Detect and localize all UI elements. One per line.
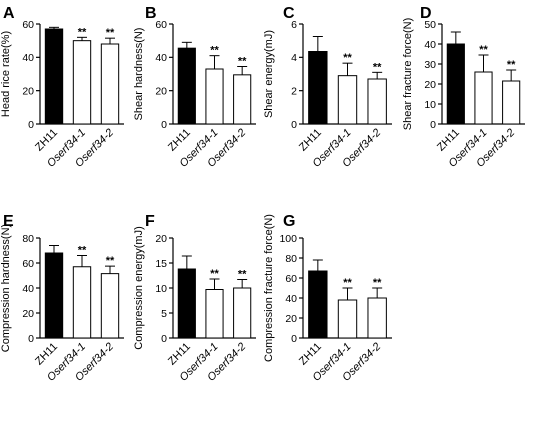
panel-letter: F bbox=[145, 213, 155, 230]
category-label: ZH11 bbox=[297, 341, 324, 368]
y-tick-label: 50 bbox=[424, 19, 436, 31]
y-tick-label: 0 bbox=[291, 333, 297, 345]
bar-2 bbox=[72, 266, 92, 339]
significance-marker: ** bbox=[343, 52, 352, 64]
panel-letter: E bbox=[3, 213, 14, 230]
bar-2 bbox=[337, 75, 358, 125]
y-tick-label: 5 bbox=[161, 308, 167, 320]
y-tick-label: 0 bbox=[161, 119, 167, 131]
panel-letter: A bbox=[3, 5, 15, 22]
y-tick-label: 20 bbox=[22, 308, 34, 320]
y-axis-label: Head rice rate(%) bbox=[0, 31, 12, 117]
panel-letter: C bbox=[283, 5, 295, 22]
panel-letter: B bbox=[145, 5, 157, 22]
bar-3 bbox=[233, 287, 252, 339]
y-tick-label: 80 bbox=[22, 233, 34, 245]
significance-marker: ** bbox=[210, 45, 219, 57]
significance-marker: ** bbox=[238, 56, 247, 68]
bar-2 bbox=[72, 40, 92, 125]
y-tick-label: 40 bbox=[285, 293, 297, 305]
significance-marker: ** bbox=[210, 268, 219, 280]
y-tick-label: 0 bbox=[291, 119, 297, 131]
y-tick-label: 20 bbox=[22, 85, 34, 97]
y-tick-label: 30 bbox=[424, 59, 436, 71]
bar-2 bbox=[205, 68, 224, 125]
y-tick-label: 10 bbox=[155, 283, 167, 295]
significance-marker: ** bbox=[373, 277, 382, 289]
significance-marker: ** bbox=[78, 26, 87, 38]
chart-panel-g: G 0 20 40 60 80 100 Compression fracture force(… bbox=[263, 213, 392, 384]
y-tick-label: 20 bbox=[285, 313, 297, 325]
bar-1 bbox=[446, 43, 465, 125]
y-axis-label: Shear energy(mJ) bbox=[263, 30, 275, 118]
significance-marker: ** bbox=[343, 277, 352, 289]
y-tick-label: 0 bbox=[28, 333, 34, 345]
y-tick-label: 0 bbox=[161, 333, 167, 345]
y-axis-label: Shear hardness(N) bbox=[133, 28, 145, 121]
panel-letter: G bbox=[283, 213, 295, 230]
significance-marker: ** bbox=[238, 269, 247, 281]
significance-marker: ** bbox=[106, 255, 115, 267]
y-tick-label: 0 bbox=[28, 119, 34, 131]
y-tick-label: 80 bbox=[285, 253, 297, 265]
y-tick-label: 10 bbox=[424, 99, 436, 111]
bar-3 bbox=[502, 80, 521, 125]
y-tick-label: 60 bbox=[155, 19, 167, 31]
y-axis-label: Compression fracture force(N) bbox=[263, 214, 275, 362]
y-tick-label: 100 bbox=[279, 233, 297, 245]
y-tick-label: 20 bbox=[155, 85, 167, 97]
y-tick-label: 15 bbox=[155, 258, 167, 270]
y-tick-label: 60 bbox=[22, 19, 34, 31]
y-tick-label: 40 bbox=[22, 52, 34, 64]
bar-3 bbox=[367, 78, 387, 125]
bar-2 bbox=[205, 289, 224, 339]
bar-1 bbox=[308, 270, 328, 339]
bar-3 bbox=[100, 273, 120, 339]
y-tick-label: 40 bbox=[22, 283, 34, 295]
y-axis-label: Compression hardness(N) bbox=[0, 224, 12, 352]
y-tick-label: 40 bbox=[155, 52, 167, 64]
y-tick-label: 6 bbox=[291, 19, 297, 31]
significance-marker: ** bbox=[78, 245, 87, 257]
bar-3 bbox=[367, 297, 387, 339]
bar-1 bbox=[177, 268, 196, 339]
significance-marker: ** bbox=[507, 59, 516, 71]
y-tick-label: 2 bbox=[291, 85, 297, 97]
bar-1 bbox=[44, 252, 64, 339]
bar-2 bbox=[474, 71, 493, 125]
bar-1 bbox=[308, 51, 328, 125]
y-tick-label: 60 bbox=[22, 258, 34, 270]
y-tick-label: 20 bbox=[424, 79, 436, 91]
y-tick-label: 20 bbox=[155, 233, 167, 245]
significance-marker: ** bbox=[373, 61, 382, 73]
significance-marker: ** bbox=[479, 44, 488, 56]
y-tick-label: 4 bbox=[291, 52, 297, 64]
bar-1 bbox=[177, 47, 196, 125]
y-tick-label: 0 bbox=[430, 119, 436, 131]
y-axis-label: Compression energy(mJ) bbox=[133, 226, 145, 349]
panel-letter: D bbox=[420, 5, 432, 22]
bar-2 bbox=[337, 299, 358, 339]
bar-1 bbox=[44, 28, 64, 125]
y-tick-label: 60 bbox=[285, 273, 297, 285]
bar-3 bbox=[233, 74, 252, 125]
significance-marker: ** bbox=[106, 27, 115, 39]
category-label: ZH11 bbox=[297, 127, 324, 154]
bar-3 bbox=[100, 43, 120, 125]
y-axis-label: Shear fracture force(N) bbox=[402, 18, 414, 130]
y-tick-label: 40 bbox=[424, 39, 436, 51]
